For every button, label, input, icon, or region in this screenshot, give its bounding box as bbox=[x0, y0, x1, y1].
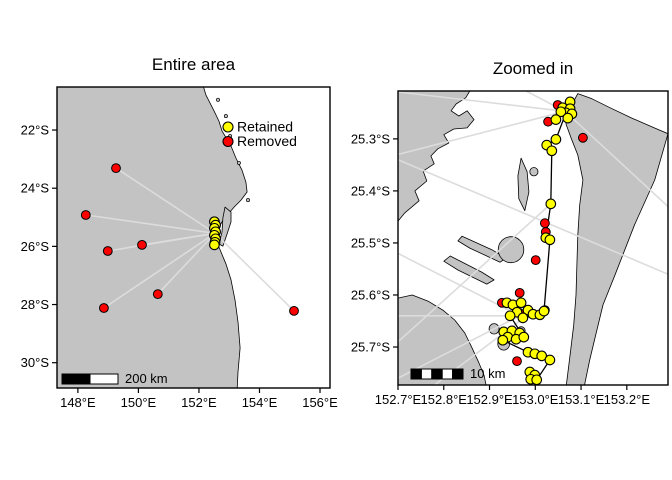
island bbox=[529, 167, 539, 177]
retained-point bbox=[544, 354, 556, 366]
panel-map-layers: 200 km bbox=[57, 87, 330, 388]
islet bbox=[223, 114, 228, 119]
connection-line bbox=[398, 91, 566, 113]
panel-title: Entire area bbox=[152, 55, 236, 74]
connection-line bbox=[564, 110, 668, 208]
y-tick-label: 30°S bbox=[21, 355, 50, 370]
removed-point bbox=[530, 255, 541, 266]
scale-bar-segment bbox=[89, 373, 119, 385]
x-tick-label: 156°E bbox=[302, 395, 338, 410]
map-panel-zoomed-in: 10 km 152.7°E 152.8°E 152.9°E 153.0°E 153.1°E… bbox=[351, 59, 669, 407]
x-tick-label: 148°E bbox=[60, 395, 96, 410]
removed-point bbox=[512, 356, 522, 367]
retained-point bbox=[538, 305, 550, 317]
connection-line bbox=[157, 232, 216, 295]
y-tick-label: 25.6°S bbox=[351, 287, 391, 302]
x-tick-label: 152°E bbox=[181, 395, 217, 410]
removed-point bbox=[578, 132, 588, 143]
land-polygon bbox=[565, 93, 668, 385]
legend-swatch-removed bbox=[222, 135, 234, 148]
land-polygon bbox=[398, 91, 475, 222]
retained-point bbox=[555, 106, 567, 118]
removed-point bbox=[99, 303, 109, 313]
retained-point bbox=[531, 374, 543, 385]
connection-line bbox=[103, 232, 216, 309]
legend-label: Removed bbox=[237, 133, 297, 149]
panel-map-layers: 10 km bbox=[398, 91, 668, 385]
scale-bar-label: 200 km bbox=[125, 371, 168, 386]
legend-label: Retained bbox=[237, 119, 293, 135]
removed-point bbox=[540, 218, 550, 229]
land-polygon bbox=[218, 206, 232, 247]
land-polygon bbox=[517, 157, 530, 212]
retained-point bbox=[545, 198, 557, 210]
x-tick-label: 152.8°E bbox=[421, 392, 468, 407]
retained-point bbox=[546, 145, 558, 157]
retained-point bbox=[497, 334, 509, 346]
scale-bar-segment bbox=[431, 368, 443, 380]
x-tick-label: 150°E bbox=[121, 395, 157, 410]
removed-point bbox=[514, 288, 525, 298]
connection-line bbox=[398, 110, 566, 156]
y-tick-label: 28°S bbox=[21, 297, 50, 312]
connection-line bbox=[398, 203, 552, 343]
islet bbox=[236, 160, 241, 165]
retained-point bbox=[518, 331, 530, 343]
retained-point bbox=[515, 297, 527, 309]
retained-point bbox=[550, 114, 562, 125]
retained-point bbox=[544, 234, 556, 246]
y-tick-label: 25.3°S bbox=[351, 131, 391, 146]
islet bbox=[246, 198, 250, 203]
panel-title: Zoomed in bbox=[493, 59, 573, 78]
islet bbox=[216, 97, 220, 102]
retained-point bbox=[504, 310, 516, 322]
removed-point bbox=[80, 210, 91, 220]
connection-line bbox=[398, 158, 668, 275]
retained-point bbox=[209, 239, 220, 251]
retained-point bbox=[517, 312, 529, 324]
scale-bar-segment bbox=[452, 368, 464, 380]
y-tick-label: 22°S bbox=[21, 123, 50, 138]
connection-line bbox=[115, 167, 216, 234]
x-tick-label: 153.1°E bbox=[558, 392, 605, 407]
x-tick-label: 152.9°E bbox=[466, 392, 513, 407]
scale-bar-label: 10 km bbox=[470, 366, 505, 381]
x-tick-label: 153.0°E bbox=[512, 392, 559, 407]
removed-point bbox=[111, 163, 121, 174]
connection-line bbox=[398, 315, 521, 379]
x-tick-label: 154°E bbox=[242, 395, 278, 410]
scale-bar-segment bbox=[441, 368, 454, 380]
x-tick-label: 153.2°E bbox=[604, 392, 651, 407]
map-panel-entire-area: 200 km 148°E 150°E 152°E 154°E 156°E 22°S 24°S 2… bbox=[21, 55, 338, 410]
y-tick-label: 24°S bbox=[21, 181, 50, 196]
panel-border bbox=[397, 90, 669, 386]
island bbox=[497, 236, 525, 264]
removed-point bbox=[289, 306, 299, 316]
removed-point bbox=[152, 289, 163, 300]
connection-line bbox=[214, 232, 295, 312]
y-tick-label: 25.5°S bbox=[351, 235, 391, 250]
scale-bar-segment bbox=[61, 373, 91, 385]
retained-point bbox=[550, 134, 562, 145]
removed-point bbox=[102, 246, 113, 256]
y-tick-label: 25.4°S bbox=[351, 183, 391, 198]
removed-point bbox=[137, 240, 147, 250]
x-tick-label: 152.7°E bbox=[375, 392, 422, 407]
y-tick-label: 25.7°S bbox=[351, 340, 391, 355]
legend-swatch-retained bbox=[222, 121, 234, 133]
panel-border bbox=[56, 86, 331, 389]
retained-point bbox=[562, 112, 574, 124]
connection-line bbox=[141, 232, 216, 246]
y-tick-label: 26°S bbox=[21, 239, 50, 254]
scale-bar-segment bbox=[410, 368, 422, 380]
scale-bar-segment bbox=[420, 368, 433, 380]
land-polygon bbox=[443, 255, 495, 285]
connection-line bbox=[85, 214, 216, 235]
